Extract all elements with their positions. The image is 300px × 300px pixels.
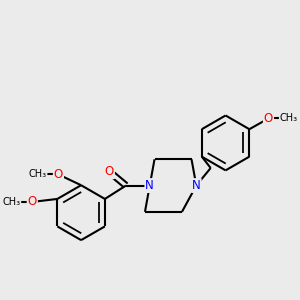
Text: O: O	[28, 195, 37, 208]
Text: O: O	[54, 168, 63, 181]
Text: N: N	[192, 179, 201, 192]
Text: N: N	[146, 179, 154, 192]
Text: O: O	[105, 165, 114, 178]
Text: CH₃: CH₃	[28, 169, 46, 179]
Text: CH₃: CH₃	[2, 197, 20, 207]
Text: O: O	[264, 112, 273, 125]
Text: CH₃: CH₃	[280, 113, 298, 124]
